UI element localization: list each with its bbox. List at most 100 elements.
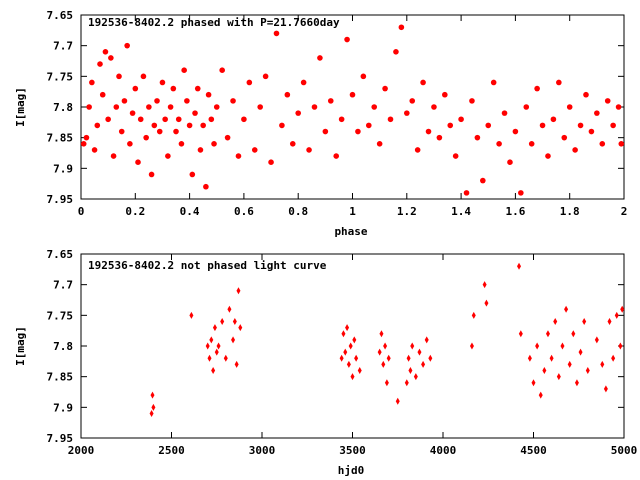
data-point [482, 281, 487, 289]
y-tick-label: 7.85 [47, 132, 74, 145]
data-point [322, 128, 329, 135]
data-point [582, 317, 587, 325]
data-point [578, 348, 583, 356]
x-tick-label: 1.6 [505, 205, 525, 218]
data-point [211, 141, 217, 147]
y-tick-label: 7.75 [47, 70, 74, 83]
data-point [406, 354, 411, 362]
data-point [181, 67, 187, 73]
data-point [317, 55, 323, 61]
x-tick-label: 0.2 [125, 205, 145, 218]
y-tick-label: 7.85 [47, 371, 74, 384]
y-tick-label: 7.75 [47, 309, 74, 322]
data-point [428, 354, 433, 362]
data-point [542, 367, 547, 375]
data-point [607, 317, 612, 325]
data-point [603, 385, 608, 393]
y-axis-label: I[mag] [14, 326, 27, 366]
data-point [273, 30, 280, 37]
data-point [354, 354, 359, 362]
data-point [214, 348, 219, 356]
data-point [572, 147, 578, 153]
data-point [618, 141, 625, 147]
data-point [205, 91, 212, 98]
data-point [197, 147, 204, 153]
data-point [148, 171, 155, 178]
data-point [517, 262, 522, 270]
data-point [118, 128, 125, 135]
x-axis-label: hjd0 [338, 464, 365, 477]
x-tick-label: 4000 [430, 444, 457, 457]
data-point [436, 134, 443, 141]
data-point [377, 348, 382, 356]
x-tick-label: 5000 [611, 444, 638, 457]
x-tick-label: 2000 [68, 444, 95, 457]
panel-title: 192536-8402.2 phased with P=21.7660day [88, 16, 340, 29]
data-point [83, 134, 90, 141]
data-point [348, 342, 353, 350]
data-point [442, 91, 448, 98]
data-point [614, 311, 619, 319]
data-point [417, 348, 422, 356]
data-point [311, 104, 318, 110]
y-axis-label: I[mag] [14, 87, 27, 127]
data-point [159, 79, 166, 86]
data-point [452, 153, 459, 159]
data-point [211, 367, 216, 375]
data-point [338, 116, 345, 123]
x-tick-label: 1.2 [397, 205, 417, 218]
data-point [501, 110, 508, 116]
data-point [360, 73, 367, 80]
data-point [175, 116, 182, 123]
data-point [383, 342, 388, 350]
data-point [599, 141, 606, 147]
data-point [102, 49, 109, 55]
data-point [379, 330, 384, 338]
data-point [173, 128, 179, 135]
data-point [421, 360, 426, 368]
data-point [289, 141, 296, 147]
y-tick-label: 7.7 [53, 279, 73, 292]
data-point [149, 409, 154, 417]
data-point [393, 49, 399, 55]
data-point [189, 311, 194, 319]
data-point [420, 79, 426, 86]
data-point [167, 104, 174, 110]
data-point [350, 373, 355, 381]
data-point [469, 342, 474, 350]
data-point [564, 305, 569, 313]
data-point [610, 122, 616, 129]
data-point [376, 141, 383, 147]
data-point [538, 391, 543, 399]
data-point [235, 153, 242, 159]
y-tick-label: 7.95 [47, 193, 74, 206]
x-tick-label: 1 [349, 205, 356, 218]
data-point [518, 330, 523, 338]
data-point [556, 79, 562, 86]
data-point [186, 122, 193, 129]
data-point [121, 98, 128, 104]
data-point [404, 110, 410, 116]
data-point [352, 336, 357, 344]
data-point [262, 73, 269, 80]
data-point [371, 104, 378, 110]
data-point [574, 379, 579, 387]
data-point [80, 141, 87, 147]
data-point [94, 122, 101, 129]
y-tick-label: 7.7 [53, 40, 73, 53]
data-point [132, 85, 139, 92]
data-point [561, 134, 568, 141]
data-point [485, 122, 492, 129]
data-point [108, 55, 114, 61]
data-point [162, 116, 168, 123]
data-point [220, 317, 225, 325]
data-point [300, 79, 307, 86]
data-point [268, 159, 274, 165]
data-point [213, 104, 220, 110]
data-point [387, 116, 394, 123]
data-point [151, 122, 158, 129]
data-point [343, 348, 348, 356]
y-tick-label: 7.8 [53, 340, 73, 353]
data-point [113, 104, 120, 110]
data-point [137, 116, 144, 123]
